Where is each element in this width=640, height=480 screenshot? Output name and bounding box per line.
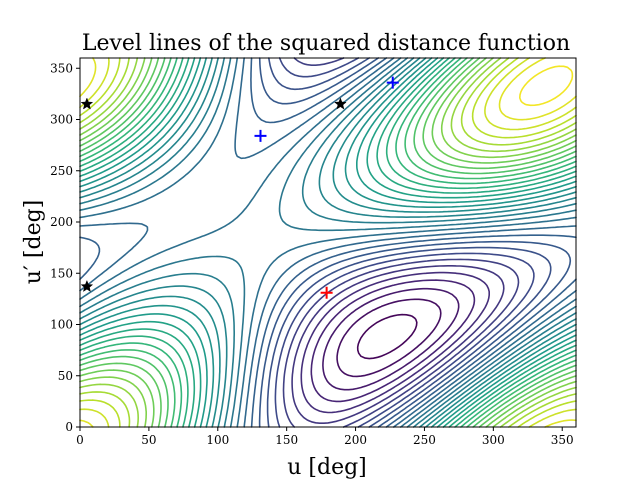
y-tick-label: 350 — [50, 61, 73, 75]
y-tick-label: 300 — [50, 113, 73, 127]
x-tick-label: 50 — [141, 433, 156, 447]
contour-level-line — [79, 57, 577, 428]
y-tick-label: 50 — [58, 369, 73, 383]
contour-level-line — [79, 57, 577, 428]
contour-level-line — [274, 57, 535, 428]
y-tick-label: 150 — [50, 266, 73, 280]
x-tick-label: 0 — [76, 433, 84, 447]
contour-lines — [79, 57, 577, 428]
contour-level-line — [79, 57, 577, 428]
contour-level-line — [79, 57, 577, 428]
contour-level-line — [79, 57, 577, 428]
y-tick-label: 0 — [65, 420, 73, 434]
contour-level-line — [519, 65, 574, 107]
y-axis-label: u′ [deg] — [21, 200, 46, 285]
contour-level-line — [79, 57, 577, 428]
x-axis-label: u [deg] — [287, 455, 367, 480]
chart-title: Level lines of the squared distance func… — [82, 31, 570, 56]
contour-level-line — [79, 57, 577, 428]
contour-level-line — [79, 57, 577, 428]
x-tick-label: 200 — [344, 433, 367, 447]
plus-marker — [254, 129, 267, 142]
y-tick-label: 200 — [50, 215, 73, 229]
contour-level-line — [79, 57, 577, 428]
plus-marker — [386, 76, 399, 89]
contour-level-line — [79, 57, 577, 428]
contour-level-line — [79, 57, 577, 428]
x-tick-label: 350 — [551, 433, 574, 447]
x-tick-label: 150 — [275, 433, 298, 447]
contour-level-line — [336, 298, 442, 378]
star-marker — [334, 97, 347, 110]
x-tick-label: 250 — [413, 433, 436, 447]
plot-frame — [79, 57, 577, 428]
contour-level-line — [79, 57, 577, 428]
x-axis-ticks: 0 50 100 150 200 250 300 350 — [76, 427, 574, 447]
contour-level-line — [310, 279, 476, 403]
contour-level-line — [79, 57, 577, 428]
contour-level-line — [79, 57, 577, 428]
x-tick-label: 300 — [482, 433, 505, 447]
contour-level-line — [300, 271, 490, 414]
contour-level-line — [291, 265, 505, 424]
contour-level-line — [322, 287, 460, 391]
y-axis-ticks: 0 50 100 150 200 250 300 350 — [50, 61, 80, 434]
star-marker — [80, 97, 94, 110]
contour-level-line — [79, 57, 577, 428]
markers-layer — [80, 76, 399, 299]
contour-level-line — [79, 57, 577, 428]
plus-marker — [320, 286, 333, 299]
contour-level-line — [79, 57, 577, 428]
contour-level-line — [266, 57, 552, 428]
contour-level-line — [79, 57, 577, 428]
contour-level-line — [356, 313, 418, 360]
contour-level-line — [79, 57, 577, 428]
contour-level-line — [282, 57, 520, 428]
contour-level-line — [79, 57, 577, 428]
contour-level-line — [79, 57, 577, 428]
star-marker — [80, 279, 94, 292]
contour-level-line — [258, 57, 572, 428]
y-tick-label: 250 — [50, 164, 73, 178]
y-tick-label: 100 — [50, 318, 73, 332]
x-tick-label: 100 — [206, 433, 229, 447]
